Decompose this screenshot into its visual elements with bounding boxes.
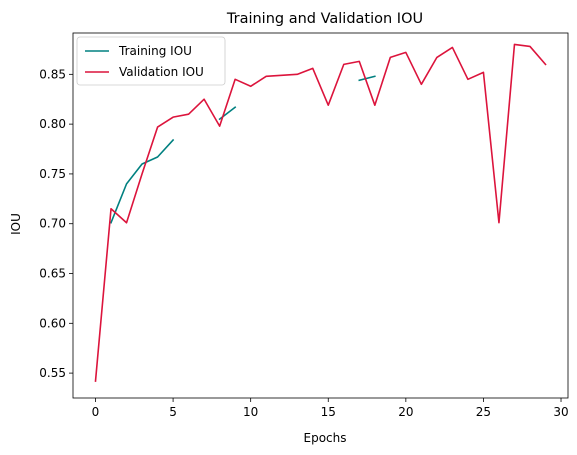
y-tick-label: 0.75 bbox=[39, 167, 66, 181]
validation-iou-point-4 bbox=[156, 126, 159, 129]
y-tick-label: 0.55 bbox=[39, 366, 66, 380]
validation-iou-point-17 bbox=[358, 60, 361, 63]
y-tick-label: 0.85 bbox=[39, 67, 66, 81]
validation-iou-point-24 bbox=[466, 78, 469, 81]
validation-iou-point-15 bbox=[327, 104, 330, 107]
x-tick-label: 25 bbox=[476, 405, 491, 419]
training-iou-point-5 bbox=[172, 139, 175, 142]
validation-iou-point-8 bbox=[218, 125, 221, 128]
validation-iou-point-3 bbox=[141, 172, 144, 175]
validation-iou-line-segment-0 bbox=[94, 43, 547, 382]
training-iou-line-segment-0 bbox=[109, 138, 175, 224]
legend: Training IOU Validation IOU bbox=[76, 36, 226, 86]
validation-iou-point-9 bbox=[234, 78, 237, 81]
validation-iou-point-19 bbox=[389, 56, 392, 59]
y-tick-label: 0.80 bbox=[39, 117, 66, 131]
legend-label-validation-iou: Validation IOU bbox=[119, 65, 204, 79]
validation-iou-point-13 bbox=[296, 73, 299, 76]
validation-iou-point-14 bbox=[311, 67, 314, 70]
x-tick-label: 20 bbox=[398, 405, 413, 419]
validation-iou-point-29 bbox=[544, 63, 547, 66]
legend-label-training-iou: Training IOU bbox=[118, 44, 192, 58]
y-tick-label: 0.60 bbox=[39, 316, 66, 330]
validation-iou-point-6 bbox=[187, 113, 190, 116]
plot-area: 0 5 10 15 20 25 30 0.55 0.60 0.65 0.70 0.75 0.80 0.85 bbox=[39, 32, 569, 419]
validation-iou-point-0 bbox=[94, 380, 97, 383]
validation-iou-point-27 bbox=[513, 43, 516, 46]
training-iou-line-segment-2 bbox=[358, 75, 376, 82]
y-tick-label: 0.70 bbox=[39, 217, 66, 231]
validation-iou-point-2 bbox=[125, 221, 128, 224]
training-iou-point-9 bbox=[234, 106, 237, 109]
training-iou-point-3 bbox=[141, 162, 144, 165]
y-axis-label: IOU bbox=[9, 213, 23, 235]
x-tick-label: 5 bbox=[169, 405, 177, 419]
training-iou-point-18 bbox=[373, 75, 376, 78]
validation-iou-point-28 bbox=[528, 45, 531, 48]
legend-box bbox=[76, 36, 226, 86]
validation-iou-point-18 bbox=[373, 104, 376, 107]
x-tick-label: 0 bbox=[92, 405, 100, 419]
training-iou-point-2 bbox=[125, 182, 128, 185]
chart-title: Training and Validation IOU bbox=[226, 11, 423, 27]
validation-iou-point-7 bbox=[203, 98, 206, 101]
validation-iou-point-26 bbox=[497, 221, 500, 224]
validation-iou-point-12 bbox=[280, 74, 283, 77]
training-iou-point-17 bbox=[358, 79, 361, 82]
validation-iou-point-22 bbox=[435, 56, 438, 59]
x-axis-label: Epochs bbox=[304, 431, 347, 445]
x-tick-label: 30 bbox=[553, 405, 568, 419]
validation-iou-point-16 bbox=[342, 63, 345, 66]
validation-iou-point-23 bbox=[451, 46, 454, 49]
validation-iou-point-11 bbox=[265, 75, 268, 78]
validation-iou-point-5 bbox=[172, 116, 175, 119]
validation-iou-point-21 bbox=[420, 83, 423, 86]
plot-frame bbox=[72, 32, 569, 399]
validation-iou-point-10 bbox=[249, 85, 252, 88]
training-iou-point-8 bbox=[218, 118, 221, 121]
x-tick-label: 15 bbox=[321, 405, 336, 419]
training-iou-point-4 bbox=[156, 155, 159, 158]
validation-iou-point-20 bbox=[404, 51, 407, 54]
y-tick-label: 0.65 bbox=[39, 267, 66, 281]
x-tick-label: 10 bbox=[243, 405, 258, 419]
validation-iou-point-1 bbox=[110, 207, 113, 210]
validation-iou-point-25 bbox=[482, 71, 485, 74]
